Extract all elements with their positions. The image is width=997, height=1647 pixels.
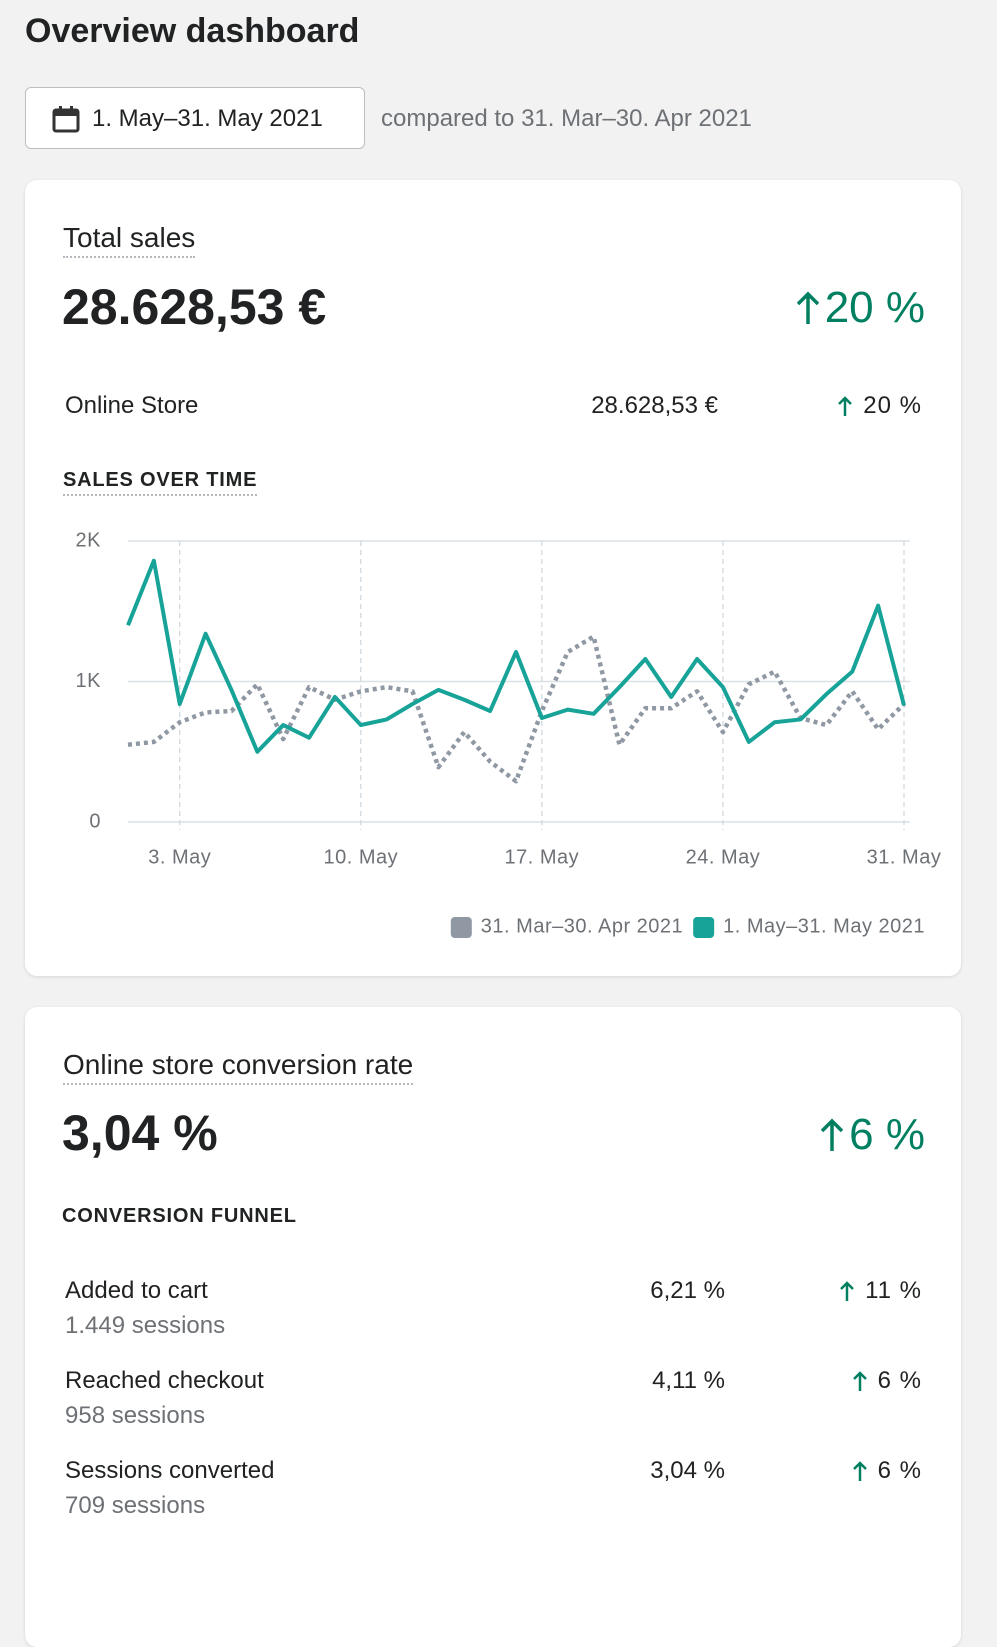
legend-swatch [693,917,715,938]
up-arrow [840,1281,854,1301]
legend-label: 31. Mar–30. Apr 2021 [481,915,683,937]
page-title: Overview dashboard [25,12,360,50]
up-arrow [820,1118,844,1151]
up-arrow [852,1371,867,1391]
x-tick-label: 3. May [148,846,211,868]
total-change: 20 % [795,283,925,333]
funnel-label: Reached checkout [65,1367,264,1394]
chart-title[interactable]: SALES OVER TIME [63,469,258,496]
page: Overview dashboard {"header": {"title": … [25,12,961,1647]
calendar-icon [52,106,80,133]
change-value: 6 % [877,1457,922,1484]
y-tick-label: 1K [76,670,102,692]
sales-card [25,180,961,976]
funnel-change: 6 % [852,1367,922,1395]
up-arrow [796,291,819,324]
legend-label: 1. May–31. May 2021 [723,915,925,937]
channel-value: 28.628,53 € [591,392,718,419]
y-tick-label: 2K [76,529,102,551]
funnel-rate: 6,21 % [650,1277,725,1304]
funnel-sessions: 958 sessions [65,1402,206,1429]
x-tick-label: 17. May [505,846,580,868]
funnel-change: 6 % [852,1457,922,1485]
conversion-card [25,1007,961,1647]
page-body: Overview dashboard 1. May–31. May 2021 c… [25,12,961,1647]
conversion-change: 6 % [819,1110,925,1160]
line [126,558,906,754]
total-value: 28.628,53 € [62,279,327,335]
change-value: 6 % [877,1367,922,1394]
date-picker[interactable]: 1. May–31. May 2021 [25,87,365,149]
card-title[interactable]: Total sales [63,222,196,258]
change-value: 11 % [865,1277,922,1304]
funnel-sessions: 1.449 sessions [65,1312,226,1339]
funnel-label: Added to cart [65,1277,208,1304]
x-tick-label: 24. May [686,846,761,868]
funnel-label: Sessions converted [65,1457,275,1484]
change-value: 20 % [863,392,922,419]
date-range: 1. May–31. May 2021 [92,105,323,132]
funnel-title: CONVERSION FUNNEL [62,1205,297,1227]
up-arrow [852,1461,867,1481]
line [127,634,906,784]
change-value: 6 % [849,1110,925,1159]
sales-chart: 0 1K 2K 3. May 10. May 17. May 24. May 31. May 1… [76,529,942,938]
change-value: 20 % [824,283,925,332]
channel-change: 20 % [837,392,922,420]
channel-name: Online Store [65,392,199,419]
funnel-sessions: 709 sessions [65,1492,206,1519]
y-tick-label: 0 [89,810,101,832]
legend-swatch [450,917,472,938]
card-title[interactable]: Online store conversion rate [63,1049,414,1085]
funnel-rate: 4,11 % [652,1367,725,1394]
funnel-change: 11 % [839,1277,922,1305]
funnel-rate: 3,04 % [650,1457,725,1484]
x-tick-label: 10. May [323,846,398,868]
conversion-value: 3,04 % [62,1105,218,1161]
comparison-range: compared to 31. Mar–30. Apr 2021 [381,105,752,132]
up-arrow [838,396,853,416]
x-tick-label: 31. May [867,846,942,868]
